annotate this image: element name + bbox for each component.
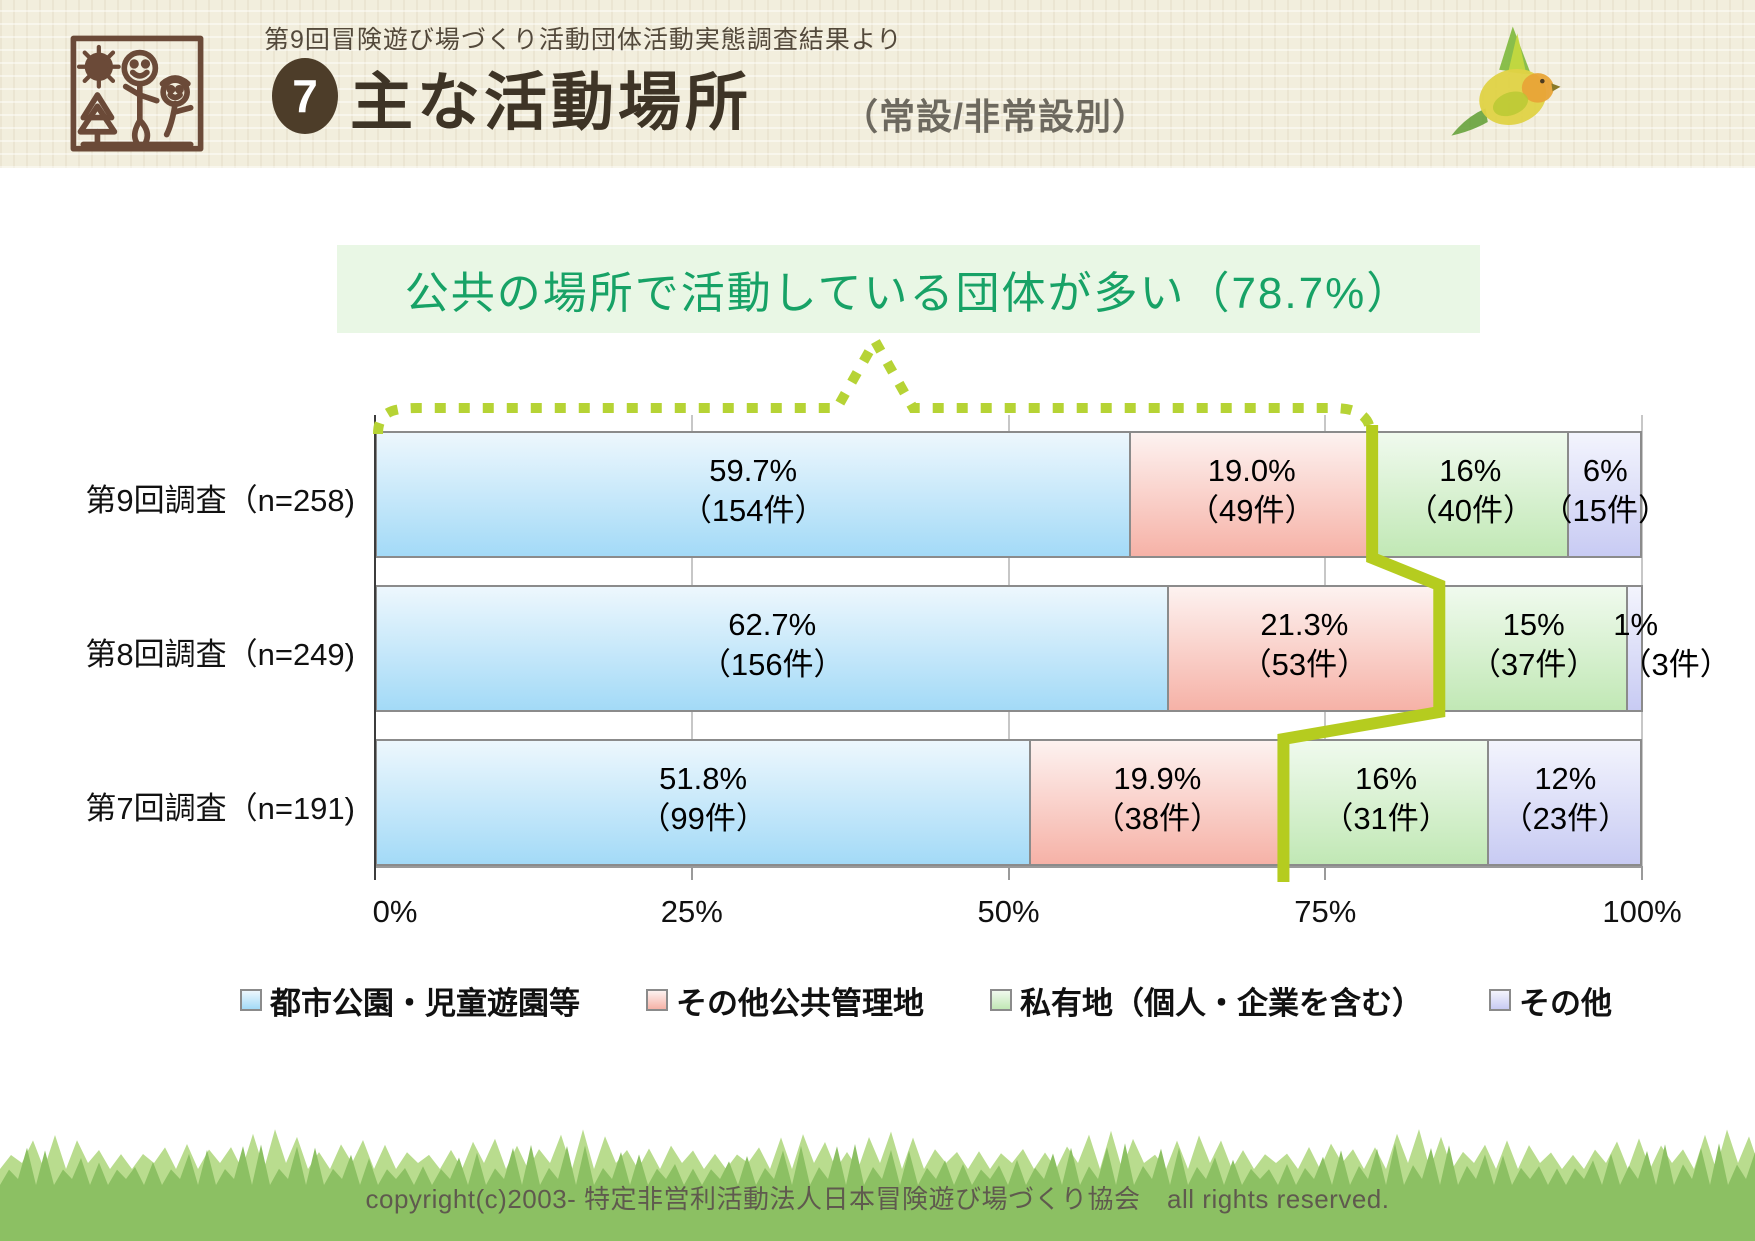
segment-percent-label: 19.9%: [1113, 761, 1202, 796]
bar-segment-label: 51.8% （99件）: [639, 759, 766, 839]
bar-segment: [1626, 585, 1644, 712]
segment-count-label: （53件）: [1240, 647, 1369, 682]
segment-count-label: （23件）: [1501, 801, 1630, 836]
segment-count-label: （49件）: [1188, 493, 1316, 528]
legend-label: 都市公園・児童遊園等: [270, 985, 580, 1021]
x-axis-tick: [690, 866, 693, 880]
key-finding-text: 公共の場所で活動している団体が多い（78.7%）: [404, 269, 1413, 318]
segment-percent-label: 62.7%: [728, 607, 817, 642]
segment-percent-label: 21.3%: [1260, 607, 1349, 642]
grass-illustration: [0, 1129, 1755, 1241]
page-subtitle: （常設/非常設別）: [842, 96, 1150, 137]
segment-percent-label: 16%: [1439, 453, 1502, 488]
segment-count-label: （99件）: [639, 801, 767, 836]
legend-item: その他公共管理地: [646, 978, 924, 1023]
bar-segment-label: 19.9% （38件）: [1094, 759, 1221, 839]
row-label: 第9回調査（n=258): [85, 482, 355, 518]
legend-swatch: [1489, 989, 1511, 1011]
y-axis-line: [374, 415, 376, 880]
x-axis-tick: [1007, 866, 1010, 880]
bar-segment-label: 15% （37件）: [1470, 605, 1597, 685]
footer-band: copyright(c)2003- 特定非営利活動法人日本冒険遊び場づくり協会 …: [0, 1123, 1755, 1241]
legend-label: 私有地（個人・企業を含む）: [1020, 985, 1423, 1021]
segment-percent-label: 15%: [1502, 607, 1565, 642]
bar-segment: [375, 585, 1170, 712]
segment-count-label: （40件）: [1406, 493, 1535, 528]
bar-segment-label: 6% （15件）: [1542, 451, 1669, 531]
segment-percent-label: 12%: [1534, 761, 1597, 796]
bar-segment-label: 59.7% （154件）: [681, 451, 826, 531]
bar-segment-label: 1% （3件）: [1541, 605, 1731, 685]
bar-segment-label: 19.0% （49件）: [1188, 451, 1315, 531]
row-label: 第8回調査（n=249): [85, 636, 355, 672]
bar-row: 59.7% （154件） 19.0% （49件） 16% （40件） 6% （15件）: [375, 431, 1669, 558]
bar-segment-label: 21.3% （53件）: [1241, 605, 1368, 685]
x-axis-tick: [1641, 866, 1643, 880]
bar-row: 62.7% （156件） 21.3% （53件） 15% （37件） 1% （3件）: [375, 585, 1731, 712]
legend-label: その他: [1519, 985, 1612, 1021]
bar-row: 51.8% （99件） 19.9% （38件） 16% （31件） 12% （23件）: [375, 739, 1642, 866]
section-number-badge: 7: [272, 58, 338, 134]
x-axis-tick: [1324, 866, 1327, 880]
row-label: 第7回調査（n=191): [85, 790, 355, 826]
x-axis-tick-label: 100%: [1602, 894, 1682, 929]
bar-segment: [1029, 739, 1284, 866]
legend-swatch: [646, 989, 668, 1011]
legend-swatch: [990, 989, 1012, 1011]
bar-segment: [375, 739, 1032, 866]
legend-item: その他: [1489, 978, 1612, 1023]
bird-icon: [1451, 26, 1561, 136]
x-axis-tick-label: 0%: [372, 894, 418, 929]
segment-count-label: （15件）: [1541, 493, 1669, 528]
header-band: 第9回冒険遊び場づくり活動団体活動実態調査結果より 7 主な活動場所 （常設/非…: [0, 0, 1755, 168]
bar-segment: [1486, 739, 1642, 866]
bar-segment-label: 16% （40件）: [1407, 451, 1534, 531]
survey-source-note: 第9回冒険遊び場づくり活動団体活動実態調査結果より: [264, 26, 903, 54]
legend-swatch: [240, 989, 262, 1011]
playground-association-logo-icon: [70, 35, 204, 152]
bar-segment-label: 62.7% （156件）: [700, 605, 845, 685]
segment-count-label: （38件）: [1093, 801, 1222, 836]
segment-count-label: （156件）: [699, 647, 845, 682]
page-title: 主な活動場所: [350, 68, 752, 138]
x-axis-tick-label: 50%: [977, 894, 1040, 929]
segment-percent-label: 16%: [1355, 761, 1418, 796]
segment-count-label: （3件）: [1620, 647, 1731, 682]
x-axis-tick-label: 75%: [1294, 894, 1357, 929]
legend-item: 私有地（個人・企業を含む）: [990, 978, 1423, 1023]
bar-segment-label: 16% （31件）: [1322, 759, 1449, 839]
copyright-text: copyright(c)2003- 特定非営利活動法人日本冒険遊び場づくり協会 …: [365, 1184, 1390, 1214]
segment-count-label: （31件）: [1322, 801, 1450, 836]
legend-label: その他公共管理地: [676, 985, 924, 1021]
segment-count-label: （37件）: [1469, 647, 1598, 682]
bar-segment-label: 12% （23件）: [1502, 759, 1629, 839]
key-finding-callout: 公共の場所で活動している団体が多い（78.7%）: [337, 245, 1480, 333]
legend-item: 都市公園・児童遊園等: [240, 978, 580, 1023]
x-axis-tick-label: 25%: [660, 894, 723, 929]
segment-count-label: （154件）: [680, 493, 826, 528]
segment-percent-label: 1%: [1613, 607, 1659, 642]
bar-segment: [1566, 431, 1642, 558]
segment-percent-label: 19.0%: [1207, 453, 1296, 488]
segment-percent-label: 51.8%: [659, 761, 748, 796]
segment-percent-label: 6%: [1582, 453, 1628, 488]
segment-percent-label: 59.7%: [709, 453, 798, 488]
legend: 都市公園・児童遊園等 その他公共管理地 私有地（個人・企業を含む） その他: [240, 975, 1720, 1025]
